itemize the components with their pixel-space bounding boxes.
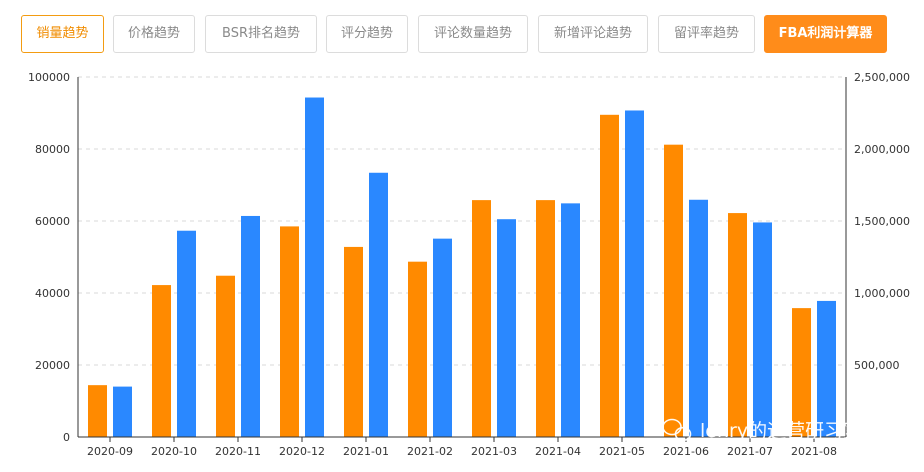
tab-rating-trend[interactable]: 评分趋势 bbox=[326, 15, 408, 53]
left-tick-label: 100000 bbox=[28, 71, 70, 84]
x-tick-label: 2021-03 bbox=[471, 445, 517, 458]
left-axis-ticks: 0 20000 40000 60000 80000 100000 bbox=[28, 71, 70, 444]
trend-tab-bar: 销量趋势 价格趋势 BSR排名趋势 评分趋势 评论数量趋势 新增评论趋势 留评率… bbox=[0, 0, 924, 66]
bar-orange-2020-10[interactable] bbox=[152, 285, 171, 437]
bar-orange-2020-11[interactable] bbox=[216, 275, 235, 437]
bar-blue-2021-06[interactable] bbox=[689, 199, 708, 437]
bar-orange-2021-07[interactable] bbox=[728, 213, 747, 437]
bar-blue-2020-10[interactable] bbox=[177, 230, 196, 437]
x-tick-label: 2021-07 bbox=[727, 445, 773, 458]
bar-blue-2021-02[interactable] bbox=[433, 238, 452, 437]
tab-sales-trend[interactable]: 销量趋势 bbox=[21, 15, 104, 53]
x-tick-label: 2021-02 bbox=[407, 445, 453, 458]
bar-blue-2021-05[interactable] bbox=[625, 110, 644, 438]
watermark-text: lenry的运营研习室 bbox=[700, 420, 862, 442]
tab-review-count-trend[interactable]: 评论数量趋势 bbox=[418, 15, 528, 53]
sales-trend-chart: 0 20000 40000 60000 80000 100000 500,000 1,000… bbox=[28, 71, 910, 458]
left-tick-label: 20000 bbox=[35, 359, 70, 372]
bar-blue-2020-12[interactable] bbox=[305, 97, 324, 437]
bar-blue-2021-04[interactable] bbox=[561, 203, 580, 437]
grid-lines bbox=[78, 76, 846, 366]
right-tick-label: 500,000 bbox=[854, 359, 900, 372]
bar-blue-2021-08[interactable] bbox=[817, 300, 836, 437]
axes bbox=[77, 77, 847, 438]
left-tick-label: 80000 bbox=[35, 143, 70, 156]
left-tick-label: 40000 bbox=[35, 287, 70, 300]
bar-orange-2021-05[interactable] bbox=[600, 114, 619, 438]
tab-review-rate-trend[interactable]: 留评率趋势 bbox=[658, 15, 755, 53]
bar-orange-2021-04[interactable] bbox=[536, 200, 555, 437]
x-tick-label: 2020-10 bbox=[151, 445, 197, 458]
bars bbox=[88, 97, 836, 438]
bar-orange-2021-06[interactable] bbox=[664, 144, 683, 437]
right-tick-label: 1,500,000 bbox=[854, 215, 910, 228]
right-tick-label: 2,000,000 bbox=[854, 143, 910, 156]
bar-orange-2021-01[interactable] bbox=[344, 246, 363, 437]
bar-blue-2021-07[interactable] bbox=[753, 222, 772, 437]
bar-orange-2021-08[interactable] bbox=[792, 308, 811, 437]
tab-bsr-trend[interactable]: BSR排名趋势 bbox=[205, 15, 317, 53]
right-axis-ticks: 500,000 1,000,000 1,500,000 2,000,000 2,500,… bbox=[854, 71, 910, 372]
watermark: lenry的运营研习室 bbox=[662, 418, 862, 442]
x-tick-label: 2021-08 bbox=[791, 445, 837, 458]
bar-orange-2020-12[interactable] bbox=[280, 226, 299, 437]
x-tick-label: 2020-12 bbox=[279, 445, 325, 458]
wechat-icon bbox=[662, 418, 692, 442]
bar-blue-2020-11[interactable] bbox=[241, 215, 260, 437]
tab-new-review-trend[interactable]: 新增评论趋势 bbox=[538, 15, 648, 53]
x-tick-label: 2021-04 bbox=[535, 445, 581, 458]
x-tick-label: 2020-09 bbox=[87, 445, 133, 458]
bar-orange-2021-02[interactable] bbox=[408, 261, 427, 437]
x-tick-label: 2021-06 bbox=[663, 445, 709, 458]
right-tick-label: 2,500,000 bbox=[854, 71, 910, 84]
bar-orange-2020-09[interactable] bbox=[88, 385, 107, 437]
right-tick-label: 1,000,000 bbox=[854, 287, 910, 300]
x-axis-ticks: 2020-09 2020-10 2020-11 2020-12 2021-01 2021-… bbox=[87, 437, 837, 458]
x-tick-label: 2021-01 bbox=[343, 445, 389, 458]
x-tick-label: 2021-05 bbox=[599, 445, 645, 458]
bar-orange-2021-03[interactable] bbox=[472, 200, 491, 437]
left-tick-label: 60000 bbox=[35, 215, 70, 228]
left-tick-label: 0 bbox=[63, 431, 70, 444]
bar-blue-2021-03[interactable] bbox=[497, 219, 516, 437]
fba-profit-calculator-button[interactable]: FBA利润计算器 bbox=[764, 15, 887, 53]
x-tick-label: 2020-11 bbox=[215, 445, 261, 458]
tab-price-trend[interactable]: 价格趋势 bbox=[113, 15, 195, 53]
bar-blue-2020-09[interactable] bbox=[113, 386, 132, 437]
bar-blue-2021-01[interactable] bbox=[369, 172, 388, 437]
